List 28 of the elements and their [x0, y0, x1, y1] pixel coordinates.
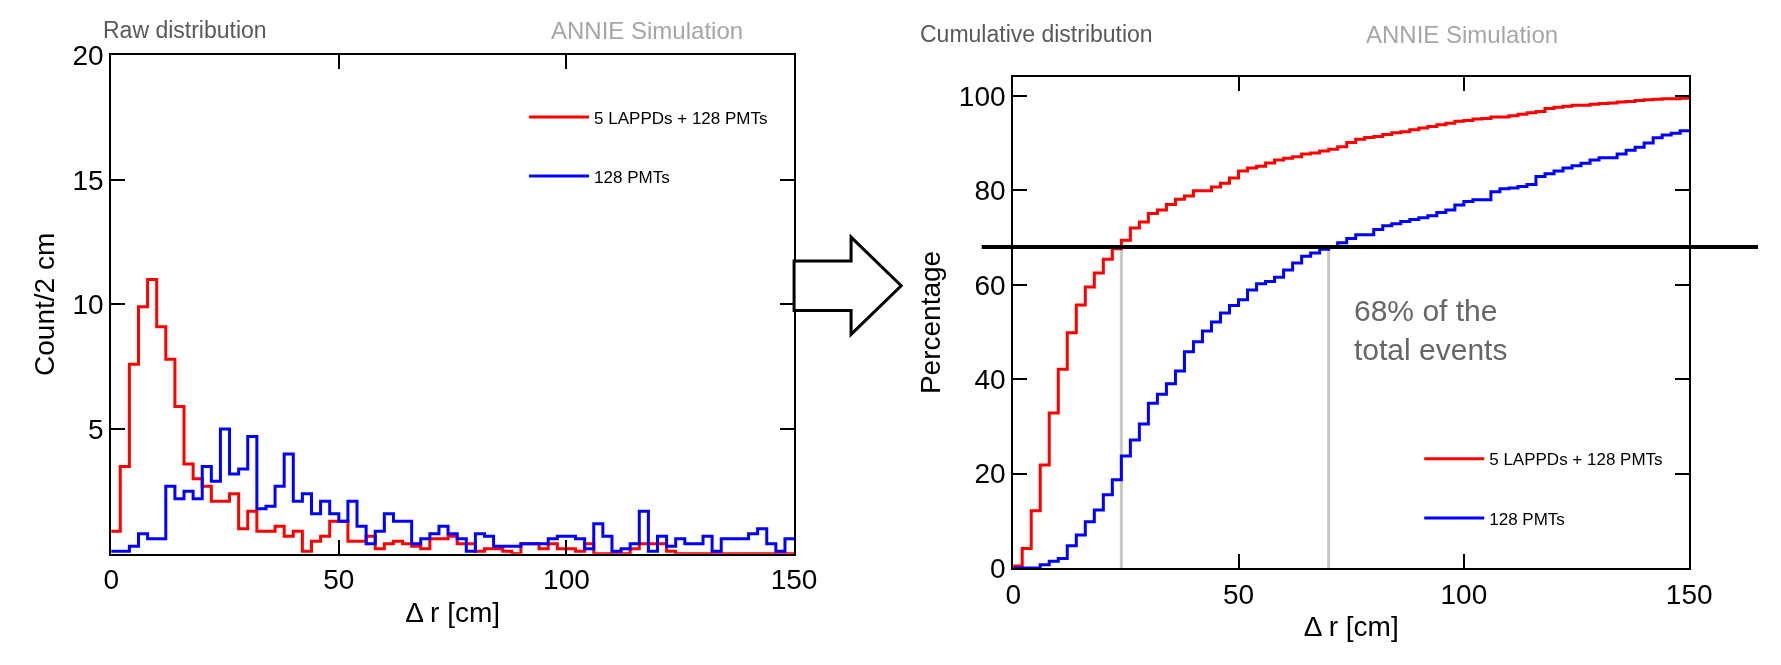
legend-label: 5 LAPPDs + 128 PMTs — [594, 108, 768, 128]
chart-title: Raw distribution — [103, 17, 267, 43]
legend-label: 5 LAPPDs + 128 PMTs — [1489, 450, 1663, 470]
x-tick-label: 50 — [1222, 578, 1255, 610]
y-tick-label: 20 — [72, 39, 104, 71]
x-tick-label: 50 — [323, 564, 355, 596]
chart-title: Cumulative distribution — [920, 21, 1153, 47]
x-tick-label: 150 — [1665, 578, 1713, 610]
y-tick-label: 10 — [72, 289, 104, 321]
x-tick-label: 100 — [543, 564, 590, 596]
y-axis-title: Percentage — [915, 250, 947, 395]
annotation: 68% of the total events — [1354, 294, 1508, 366]
legend-label: 128 PMTs — [594, 167, 670, 187]
y-tick-label: 60 — [974, 269, 1006, 301]
x-tick-label: 150 — [770, 564, 818, 596]
text: ANNIE Simulation — [551, 17, 744, 44]
x-tick-label: 100 — [1440, 578, 1488, 610]
y-tick-label: 20 — [974, 458, 1006, 490]
legend-label: 128 PMTs — [1489, 509, 1565, 529]
y-tick-label: 100 — [958, 80, 1006, 112]
x-axis-title: Δ r [cm] — [1303, 611, 1399, 643]
y-tick-label: 80 — [974, 175, 1006, 207]
text: ANNIE Simulation — [1366, 21, 1559, 48]
y-tick-label: 15 — [72, 164, 104, 196]
y-axis-title: Count/2 cm — [28, 232, 60, 376]
y-tick-label: 5 — [87, 413, 104, 445]
y-tick-label: 40 — [974, 363, 1006, 395]
x-axis-title: Δ r [cm] — [405, 596, 501, 628]
